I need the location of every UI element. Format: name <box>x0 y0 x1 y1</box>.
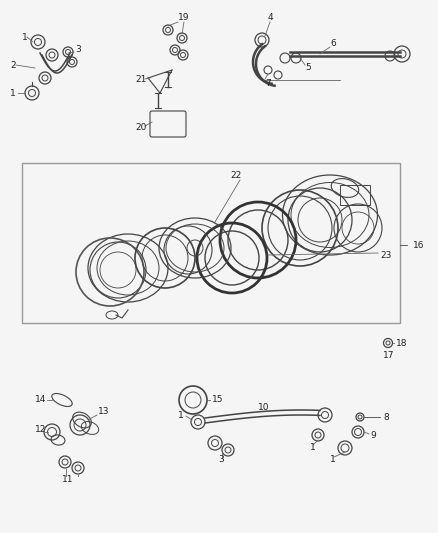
Text: 16: 16 <box>413 240 424 249</box>
Text: 22: 22 <box>230 171 241 180</box>
Text: 4: 4 <box>268 13 274 22</box>
Text: 21: 21 <box>135 75 146 84</box>
Text: 1: 1 <box>178 410 184 419</box>
Text: 2: 2 <box>10 61 16 69</box>
Text: 8: 8 <box>383 413 389 422</box>
Text: 10: 10 <box>258 403 269 413</box>
Text: 15: 15 <box>212 395 223 405</box>
Text: 13: 13 <box>98 408 110 416</box>
Text: 5: 5 <box>305 63 311 72</box>
Text: 1: 1 <box>330 456 336 464</box>
Text: 18: 18 <box>396 338 407 348</box>
Text: 6: 6 <box>330 39 336 49</box>
Text: 20: 20 <box>135 124 146 133</box>
Text: 23: 23 <box>380 251 392 260</box>
Text: 17: 17 <box>383 351 395 360</box>
Text: 14: 14 <box>35 395 46 405</box>
Text: 11: 11 <box>62 475 74 484</box>
Text: 3: 3 <box>75 45 81 54</box>
Text: 7: 7 <box>265 78 271 87</box>
Text: 12: 12 <box>35 425 46 434</box>
Text: 1: 1 <box>22 33 28 42</box>
Text: 1: 1 <box>310 443 316 453</box>
Text: 3: 3 <box>218 456 224 464</box>
Bar <box>22 163 400 323</box>
Text: 19: 19 <box>178 13 190 22</box>
Text: 1: 1 <box>10 88 16 98</box>
Text: 9: 9 <box>370 431 376 440</box>
Bar <box>340 185 370 205</box>
